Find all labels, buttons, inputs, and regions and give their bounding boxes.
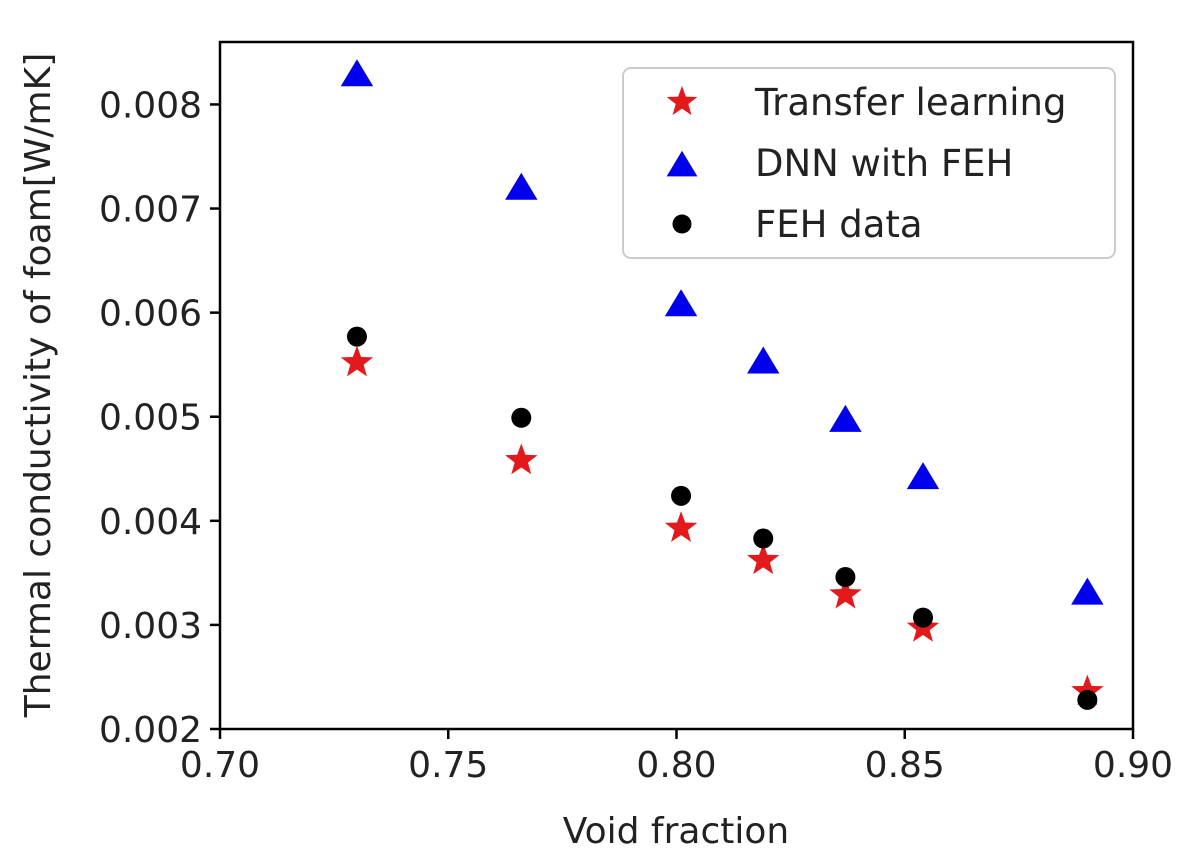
y-tick-label: 0.008: [99, 85, 202, 126]
triangle-point: [829, 404, 862, 432]
y-tick-label: 0.006: [99, 294, 202, 335]
triangle-point: [664, 289, 698, 317]
star-point: [505, 443, 538, 475]
star-point: [664, 511, 698, 542]
circle-point: [913, 607, 934, 628]
x-tick-label: 0.75: [408, 745, 488, 786]
triangle-point: [747, 346, 780, 374]
series-star: [340, 345, 1104, 706]
circle-point: [346, 326, 367, 347]
x-axis-label: Void fraction: [563, 811, 789, 852]
legend-marker-star: [666, 85, 698, 116]
triangle-point: [340, 59, 374, 87]
y-tick-label: 0.004: [99, 502, 202, 543]
y-tick-label: 0.005: [99, 398, 202, 439]
star-point: [340, 345, 374, 377]
circle-point: [1077, 689, 1098, 710]
x-tick-label: 0.70: [180, 745, 260, 786]
y-axis-label: Thermal conductivity of foam[W/mK]: [18, 53, 59, 719]
y-tick-label: 0.007: [99, 190, 202, 231]
legend-label: FEH data: [755, 203, 923, 246]
star-point: [829, 577, 862, 609]
axis-ticks: 0.70 0.75 0.80 0.85 0.90 0.002 0.003 0.004 0.005…: [99, 85, 1173, 786]
series-circle: [346, 326, 1098, 710]
circle-point: [835, 567, 856, 588]
star-point: [747, 543, 780, 575]
x-tick-label: 0.90: [1093, 745, 1173, 786]
circle-point: [511, 407, 532, 428]
triangle-point: [505, 172, 538, 200]
triangle-point: [1071, 577, 1104, 605]
y-tick-label: 0.003: [99, 606, 202, 647]
data-marks: [340, 59, 1104, 710]
legend-marker-triangle: [666, 150, 698, 177]
legend-box: [622, 67, 1116, 259]
legend-label: DNN with FEH: [755, 142, 1013, 185]
legend: Transfer learning DNN with FEH FEH data: [622, 67, 1116, 259]
series-triangle: [340, 59, 1104, 605]
circle-point: [753, 528, 774, 549]
triangle-point: [906, 462, 940, 490]
x-tick-label: 0.85: [865, 745, 945, 786]
x-tick-label: 0.80: [636, 745, 716, 786]
legend-marker-circle: [672, 214, 692, 234]
circle-point: [671, 485, 692, 506]
y-tick-label: 0.002: [99, 710, 202, 751]
legend-label: Transfer learning: [754, 81, 1066, 124]
